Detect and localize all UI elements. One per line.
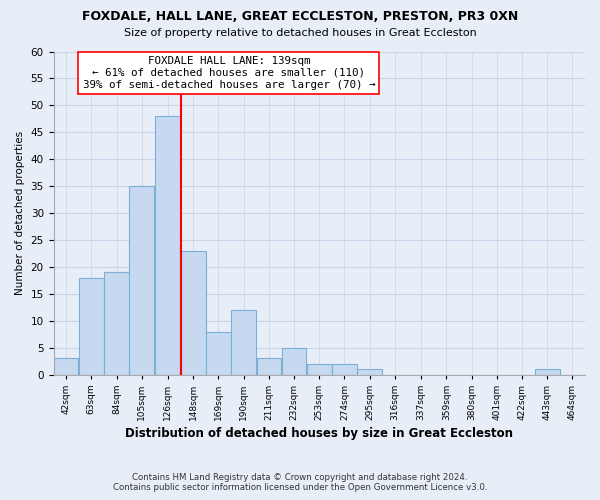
- Text: FOXDALE, HALL LANE, GREAT ECCLESTON, PRESTON, PR3 0XN: FOXDALE, HALL LANE, GREAT ECCLESTON, PRE…: [82, 10, 518, 23]
- Bar: [130, 186, 154, 374]
- Text: Size of property relative to detached houses in Great Eccleston: Size of property relative to detached ho…: [124, 28, 476, 38]
- Bar: [232, 310, 256, 374]
- Bar: [155, 116, 181, 374]
- Text: FOXDALE HALL LANE: 139sqm
← 61% of detached houses are smaller (110)
39% of semi: FOXDALE HALL LANE: 139sqm ← 61% of detac…: [83, 56, 375, 90]
- Bar: [257, 358, 281, 374]
- Bar: [307, 364, 332, 374]
- Bar: [104, 272, 129, 374]
- Y-axis label: Number of detached properties: Number of detached properties: [15, 131, 25, 295]
- Bar: [79, 278, 104, 374]
- Bar: [282, 348, 307, 374]
- Bar: [54, 358, 79, 374]
- Bar: [332, 364, 357, 374]
- Bar: [358, 370, 382, 374]
- Bar: [535, 370, 560, 374]
- Bar: [181, 251, 206, 374]
- X-axis label: Distribution of detached houses by size in Great Eccleston: Distribution of detached houses by size …: [125, 427, 513, 440]
- Text: Contains HM Land Registry data © Crown copyright and database right 2024.
Contai: Contains HM Land Registry data © Crown c…: [113, 473, 487, 492]
- Bar: [206, 332, 231, 374]
